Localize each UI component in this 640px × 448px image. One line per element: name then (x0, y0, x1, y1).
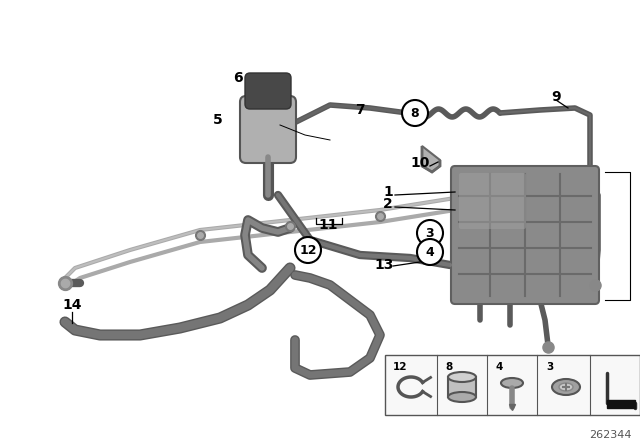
Ellipse shape (501, 378, 523, 388)
Text: 6: 6 (233, 71, 243, 85)
Text: 12: 12 (393, 362, 408, 372)
Text: 5: 5 (213, 113, 223, 127)
Text: 3: 3 (426, 227, 435, 240)
FancyBboxPatch shape (245, 73, 291, 109)
Text: 4: 4 (495, 362, 502, 372)
Ellipse shape (448, 392, 476, 402)
FancyBboxPatch shape (451, 166, 599, 304)
Text: 10: 10 (410, 156, 429, 170)
Text: 4: 4 (426, 246, 435, 258)
Circle shape (408, 108, 418, 118)
Bar (385, 355, 640, 415)
Text: 2: 2 (383, 197, 393, 211)
Text: 8: 8 (445, 362, 452, 372)
Ellipse shape (559, 383, 573, 391)
Text: 7: 7 (355, 103, 365, 117)
Text: 8: 8 (411, 107, 419, 120)
Text: 3: 3 (546, 362, 553, 372)
Circle shape (417, 220, 443, 246)
Text: 11: 11 (318, 218, 338, 232)
Polygon shape (607, 400, 635, 408)
Circle shape (417, 239, 443, 265)
Text: 9: 9 (551, 90, 561, 104)
Polygon shape (422, 146, 440, 172)
Circle shape (404, 104, 422, 122)
Text: 13: 13 (374, 258, 394, 272)
Text: 14: 14 (62, 298, 82, 312)
FancyBboxPatch shape (459, 173, 526, 229)
FancyBboxPatch shape (240, 96, 296, 163)
Text: 1: 1 (383, 185, 393, 199)
Bar (448, 377, 476, 397)
Ellipse shape (448, 372, 476, 382)
Circle shape (295, 237, 321, 263)
Ellipse shape (552, 379, 580, 395)
Circle shape (402, 100, 428, 126)
Text: 262344: 262344 (589, 430, 632, 440)
Text: 12: 12 (300, 244, 317, 257)
